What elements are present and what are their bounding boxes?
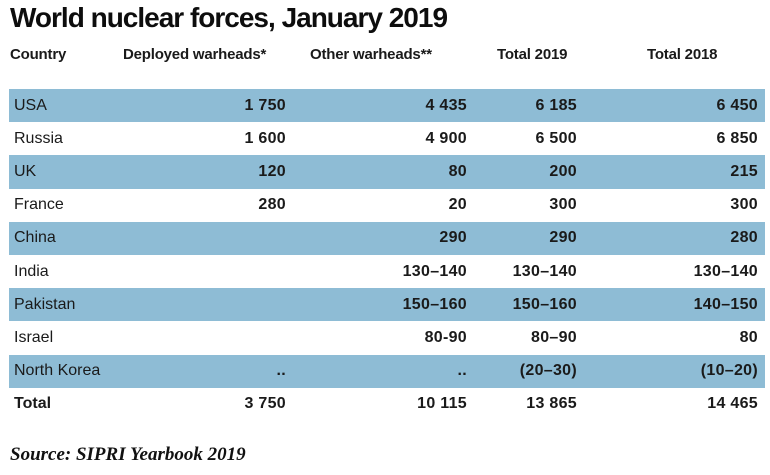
cell-other: 130–140 <box>402 262 467 280</box>
cell-total-2019: (20–30) <box>519 362 577 380</box>
cell-deployed: 280 <box>258 196 286 214</box>
cell-total-label: Total <box>14 395 52 413</box>
cell-total-2019: 300 <box>549 196 577 214</box>
cell-total-2019: 6 500 <box>535 129 577 147</box>
cell-total-2018: 130–140 <box>693 262 758 280</box>
cell-other: 80-90 <box>424 328 467 346</box>
cell-total-2018: (10–20) <box>700 362 758 380</box>
table-row-pakistan: Pakistan 150–160 150–160 140–150 <box>9 288 765 322</box>
cell-total-2018: 140–150 <box>693 295 758 313</box>
table-total-row: Total 3 750 10 115 13 865 14 465 <box>9 388 765 421</box>
table-header-row: Country Deployed warheads* Other warhead… <box>9 46 765 64</box>
cell-country: France <box>14 196 64 214</box>
cell-total-2018: 80 <box>739 328 758 346</box>
cell-total-2018: 300 <box>730 196 758 214</box>
column-header-other: Other warheads** <box>310 46 432 63</box>
table-body: USA 1 750 4 435 6 185 6 450 Russia 1 600… <box>9 89 765 388</box>
cell-total-2019: 13 865 <box>526 395 577 413</box>
cell-total-2018: 6 450 <box>716 96 758 114</box>
cell-deployed: 120 <box>258 162 286 180</box>
column-header-total-2019: Total 2019 <box>497 46 568 63</box>
cell-other: 290 <box>439 229 467 247</box>
cell-total-2019: 6 185 <box>535 96 577 114</box>
cell-total-deployed: 3 750 <box>244 395 286 413</box>
cell-total-2019: 150–160 <box>512 295 577 313</box>
cell-deployed: 1 600 <box>244 129 286 147</box>
table-row-china: China 290 290 280 <box>9 221 765 255</box>
column-header-deployed: Deployed warheads* <box>123 46 267 63</box>
cell-other: 150–160 <box>402 295 467 313</box>
cell-total-2019: 290 <box>549 229 577 247</box>
table-row-israel: Israel 80-90 80–90 80 <box>9 321 765 354</box>
cell-other: 4 435 <box>425 96 467 114</box>
cell-other: 20 <box>448 196 467 214</box>
cell-total-2018: 6 850 <box>716 129 758 147</box>
column-header-country: Country <box>10 46 67 63</box>
nuclear-forces-table: Country Deployed warheads* Other warhead… <box>9 46 765 421</box>
cell-country: North Korea <box>14 362 101 380</box>
cell-country: UK <box>14 162 37 180</box>
table-row-uk: UK 120 80 200 215 <box>9 155 765 189</box>
table-row-russia: Russia 1 600 4 900 6 500 6 850 <box>9 122 765 155</box>
cell-total-2019: 200 <box>549 162 577 180</box>
cell-deployed: .. <box>276 362 286 380</box>
cell-total-2018: 280 <box>730 229 758 247</box>
cell-total-2018: 215 <box>730 162 758 180</box>
table-row-north-korea: North Korea .. .. (20–30) (10–20) <box>9 354 765 388</box>
cell-country: Pakistan <box>14 295 76 313</box>
cell-total-2019: 130–140 <box>512 262 577 280</box>
cell-country: India <box>14 262 49 280</box>
cell-total-2018: 14 465 <box>707 395 758 413</box>
cell-total-other: 10 115 <box>417 395 467 413</box>
cell-other: .. <box>457 362 467 380</box>
table-row-india: India 130–140 130–140 130–140 <box>9 255 765 288</box>
cell-country: Israel <box>14 328 54 346</box>
page-title: World nuclear forces, January 2019 <box>10 2 448 33</box>
source-caption: Source: SIPRI Yearbook 2019 <box>10 444 246 465</box>
table-row-usa: USA 1 750 4 435 6 185 6 450 <box>9 89 765 123</box>
cell-country: USA <box>14 96 47 114</box>
cell-other: 4 900 <box>425 129 467 147</box>
cell-total-2019: 80–90 <box>531 328 577 346</box>
table-row-france: France 280 20 300 300 <box>9 189 765 222</box>
column-header-total-2018: Total 2018 <box>647 46 718 63</box>
cell-deployed: 1 750 <box>244 96 286 114</box>
cell-other: 80 <box>448 162 467 180</box>
cell-country: China <box>14 229 56 247</box>
cell-country: Russia <box>14 129 63 147</box>
